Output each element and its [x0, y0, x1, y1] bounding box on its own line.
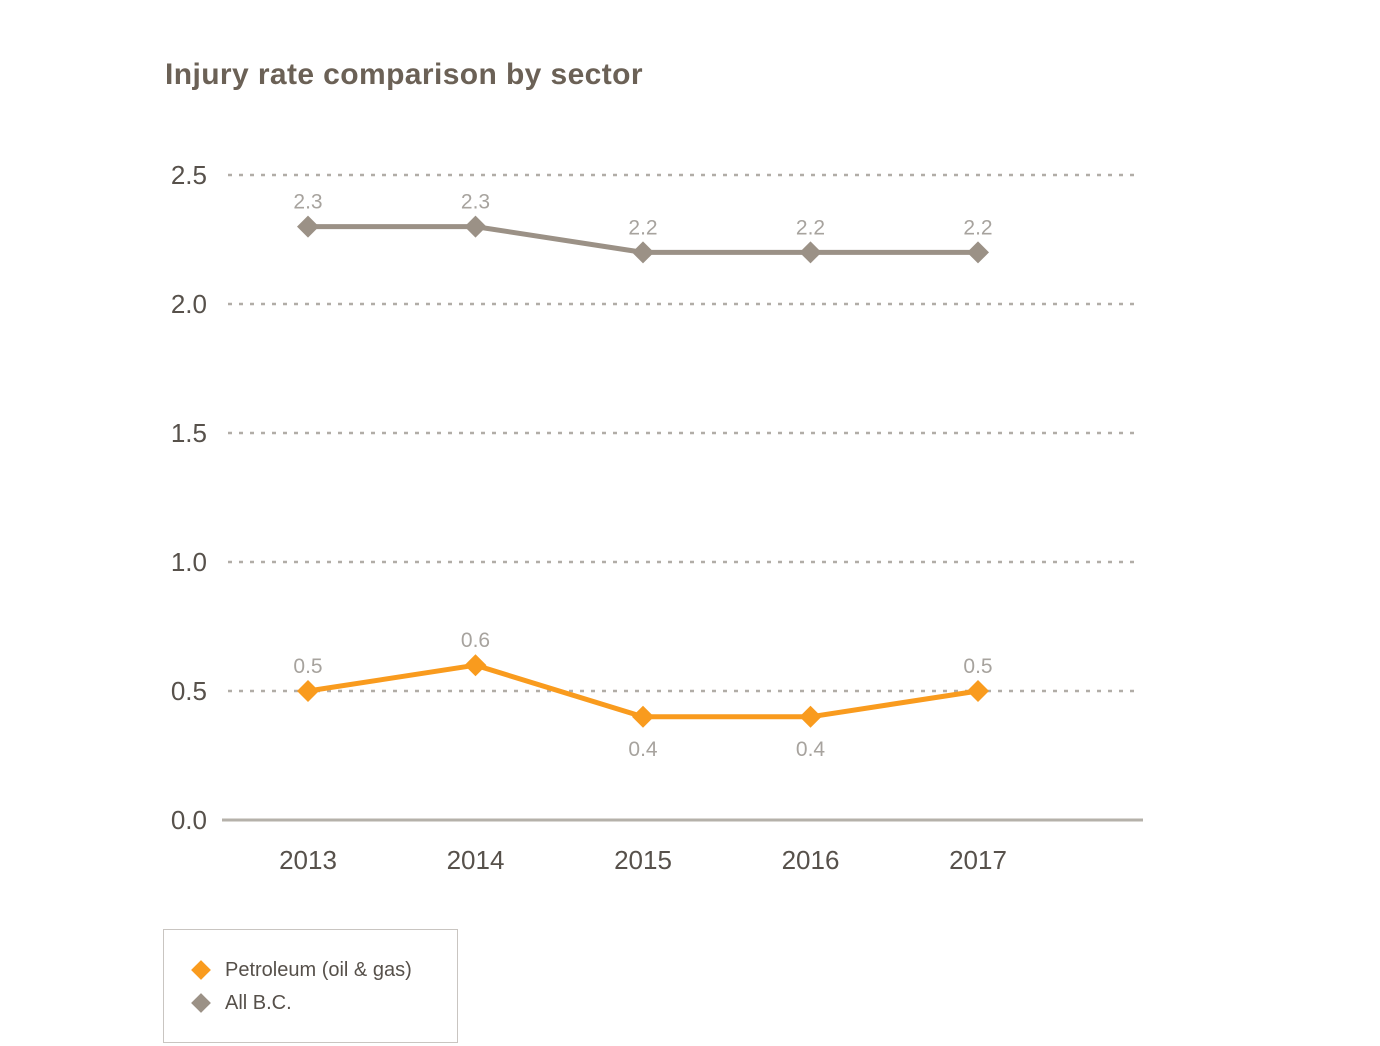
legend-label: Petroleum (oil & gas)	[225, 958, 412, 981]
data-label-all-bc: 2.2	[963, 216, 992, 239]
legend-label: All B.C.	[225, 991, 292, 1014]
y-tick-label: 2.5	[171, 160, 207, 190]
data-point-marker-all-bc	[967, 241, 989, 264]
diamond-swatch-icon	[191, 992, 211, 1013]
data-label-all-bc: 2.3	[293, 191, 322, 214]
data-label-petroleum: 0.5	[293, 655, 322, 678]
data-point-marker-all-bc	[464, 215, 487, 238]
y-tick-label: 0.0	[171, 805, 207, 835]
data-point-marker-all-bc	[799, 241, 822, 264]
data-point-marker-petroleum	[464, 654, 487, 677]
data-label-petroleum: 0.5	[963, 655, 992, 678]
data-label-all-bc: 2.3	[461, 191, 490, 214]
legend-item: All B.C.	[191, 991, 457, 1014]
y-tick-label: 1.5	[171, 418, 207, 448]
data-label-all-bc: 2.2	[628, 216, 657, 239]
data-point-marker-petroleum	[297, 680, 319, 702]
x-tick-label: 2016	[782, 845, 840, 875]
y-tick-label: 0.5	[171, 676, 207, 706]
x-tick-label: 2014	[447, 845, 505, 875]
y-tick-label: 1.0	[171, 547, 207, 577]
legend: Petroleum (oil & gas) All B.C.	[163, 929, 458, 1043]
data-point-marker-petroleum	[799, 705, 822, 728]
x-tick-label: 2013	[279, 845, 337, 875]
data-point-marker-petroleum	[967, 680, 989, 702]
legend-item: Petroleum (oil & gas)	[191, 958, 457, 981]
data-point-marker-all-bc	[297, 215, 319, 238]
data-point-marker-petroleum	[632, 705, 654, 728]
y-tick-label: 2.0	[171, 289, 207, 319]
data-point-marker-all-bc	[632, 241, 654, 264]
x-tick-label: 2017	[949, 845, 1007, 875]
data-label-all-bc: 2.2	[796, 216, 825, 239]
data-label-petroleum: 0.4	[796, 738, 826, 761]
chart-title: Injury rate comparison by sector	[165, 58, 643, 91]
diamond-swatch-icon	[191, 959, 211, 980]
data-label-petroleum: 0.6	[461, 629, 490, 652]
data-label-petroleum: 0.4	[628, 738, 658, 761]
x-tick-label: 2015	[614, 845, 672, 875]
